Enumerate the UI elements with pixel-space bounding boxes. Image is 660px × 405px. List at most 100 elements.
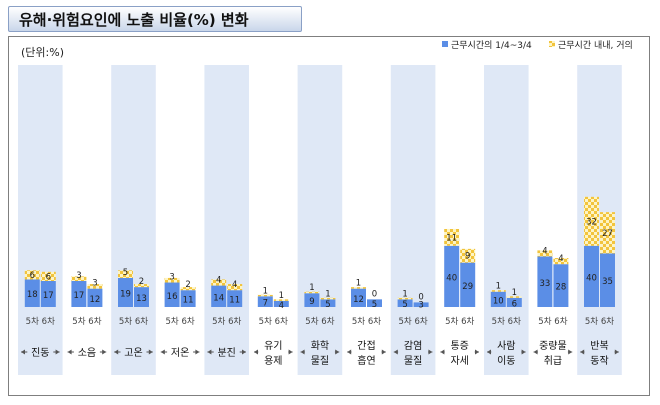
wave-tick-label: 6차 [88,317,101,327]
bar-segment-hatched [304,291,320,294]
bar-value-label: 4 [279,301,284,311]
category-label-bg [27,345,54,359]
bar-segment-hatched [351,287,366,289]
bar-segment-primary [118,277,133,307]
bar-value-label: 6 [46,272,51,282]
category-label-bg [491,336,522,368]
bar-segment-primary [413,302,429,307]
bar-segment-primary [584,245,599,307]
category-label-line1: 통증 [450,340,468,352]
bar-value-label: 11 [446,233,457,243]
category-panel [297,65,343,375]
wave-tick-label: 6차 [368,317,381,327]
category-label-bg [73,345,100,359]
category-label-line1: 유기 [264,340,282,352]
bar-value-label: 32 [586,217,597,227]
category-label-line2: 취급 [544,355,562,367]
wave-tick-label: 5차 [119,317,132,327]
category-label-bg [258,336,289,368]
bar-value-label: 28 [555,283,566,293]
bar-value-label: 5 [325,300,330,310]
bar-segment-hatched [584,196,599,246]
bar-value-label: 4 [232,280,237,290]
bar-segment-hatched [227,284,243,291]
category-arrow-right [148,349,153,355]
category-arrow-left [580,349,585,355]
bar-segment-hatched [537,250,553,257]
category-arrow-right [55,349,60,355]
category-arrow-left [254,349,258,355]
legend-label-1: 근무시간의 1/4~3/4 [451,40,532,51]
bar-value-label: 1 [325,289,330,299]
category-label-line1: 화학 [311,340,329,352]
bar-segment-hatched [320,297,336,300]
bar-value-label: 9 [309,297,314,307]
category-panel [484,65,529,375]
bar-value-label: 14 [213,293,224,303]
bar-value-label: 12 [353,295,364,305]
bar-segment-hatched [460,248,476,263]
bar-segment-primary [40,280,56,307]
category-label: 분진 [217,347,235,359]
bar-value-label: 35 [602,277,613,287]
category-label-line2: 흡연 [357,354,375,367]
wave-tick-label: 5차 [445,317,458,327]
category-label-line2: 물질 [404,355,422,367]
category-label-line2: 동작 [590,355,608,367]
wave-tick-label: 5차 [538,317,551,327]
category-arrow-right [568,349,573,355]
category-arrow-left [21,349,25,355]
category-arrow-right [288,349,293,355]
bar-segment-primary [87,288,103,307]
bar-segment-primary [180,290,196,307]
category-label-bg [213,345,240,359]
wave-tick-label: 6차 [414,317,427,327]
category-arrow-left [440,349,445,355]
chart-frame: (단위:%) 18 6 5차 17 6 6차 진동 17 3 5차 12 3 6차 소음 19 5 5차 13 2 6차… [8,36,650,396]
bar-segment-hatched [257,294,273,297]
bar-value-label: 6 [512,299,517,309]
category-arrow-left [114,349,119,355]
bar-value-label: 9 [465,252,470,262]
bar-value-label: 5 [123,268,128,278]
bar-value-label: 4 [216,276,221,286]
category-arrow-left [533,349,538,355]
wave-tick-label: 5차 [585,317,598,327]
category-label-line1: 반복 [590,340,608,352]
bar-value-label: 1 [263,286,268,296]
bar-value-label: 19 [120,289,131,299]
bar-segment-primary [397,299,413,307]
wave-tick-label: 6차 [508,317,521,327]
bar-value-label: 18 [27,290,38,300]
bar-segment-primary [351,288,366,307]
category-arrow-right [381,349,386,355]
category-label-line1: 사람 [497,339,515,352]
bar-value-label: 11 [183,296,194,306]
bar-segment-primary [71,280,87,307]
bar-segment-hatched [164,277,180,283]
bar-segment-hatched [444,228,460,246]
wave-tick-label: 6차 [321,317,334,327]
category-arrow-right [521,349,526,355]
bar-value-label: 27 [602,229,613,239]
bar-value-label: 1 [496,282,501,292]
wave-tick-label: 5차 [165,317,178,327]
bar-segment-hatched [118,270,133,278]
legend-swatch-hatch [549,41,555,47]
wave-tick-label: 5차 [26,317,39,327]
bar-value-label: 0 [372,289,377,299]
category-panel [111,65,156,375]
wave-tick-label: 6차 [461,317,474,327]
bar-segment-primary [320,299,336,307]
legend-label-2: 근무시간 내내, 거의 [558,40,633,51]
bar-segment-primary [134,287,149,307]
category-label-bg [120,345,147,359]
bar-value-label: 17 [43,291,54,301]
bar-value-label: 2 [139,277,144,287]
category-panel [390,65,436,375]
chart-title: 유해·위험요인에 노출 비율(%) 변화 [19,11,249,29]
bar-value-label: 1 [402,289,407,299]
bar-value-label: 12 [89,295,100,305]
category-label: 소음 [78,347,96,359]
bar-segment-primary [211,285,227,307]
